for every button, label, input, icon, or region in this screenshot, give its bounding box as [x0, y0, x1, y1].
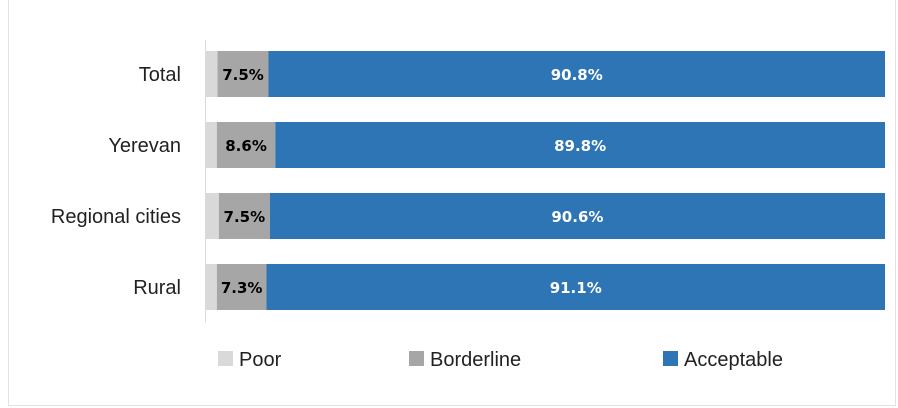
bar-poor-yerevan: [206, 122, 217, 168]
bar-acceptable-regional-cities: [269, 193, 886, 239]
legend-swatch-borderline: [409, 351, 424, 366]
category-label-rural: Rural: [133, 277, 181, 299]
category-label-yerevan: Yerevan: [108, 135, 181, 157]
bar-poor-rural: [206, 264, 217, 310]
category-label-total: Total: [139, 64, 181, 86]
data-label-borderline-total: 7.5%: [222, 66, 264, 84]
bar-borderline-regional-cities: [218, 193, 270, 239]
bar-acceptable-total: [268, 51, 886, 97]
bar-poor-regional-cities: [206, 193, 219, 239]
bar-borderline-total: [217, 51, 269, 97]
data-label-borderline-regional-cities: 7.5%: [224, 208, 266, 226]
legend: Poor Borderline Acceptable: [218, 349, 783, 371]
category-label-regional-cities: Regional cities: [51, 206, 181, 228]
data-label-borderline-yerevan: 8.6%: [225, 137, 267, 155]
legend-label-poor: Poor: [239, 349, 282, 371]
data-label-acceptable-total: 90.8%: [551, 66, 603, 84]
bar-acceptable-rural: [266, 264, 885, 310]
bar-poor-total: [206, 51, 218, 97]
legend-label-acceptable: Acceptable: [684, 349, 783, 371]
data-label-acceptable-yerevan: 89.8%: [554, 137, 606, 155]
data-label-acceptable-rural: 91.1%: [550, 279, 602, 297]
bar-borderline-yerevan: [216, 122, 276, 168]
data-label-borderline-rural: 7.3%: [221, 279, 263, 297]
data-label-acceptable-regional-cities: 90.6%: [551, 208, 603, 226]
bars-group: Total 7.5% 90.8% Yerevan 8.6% 89.8% Regional c…: [51, 51, 886, 310]
legend-label-borderline: Borderline: [430, 349, 521, 371]
bar-acceptable-yerevan: [275, 122, 885, 168]
bar-borderline-rural: [216, 264, 267, 310]
legend-swatch-poor: [218, 351, 233, 366]
legend-swatch-acceptable: [663, 351, 678, 366]
